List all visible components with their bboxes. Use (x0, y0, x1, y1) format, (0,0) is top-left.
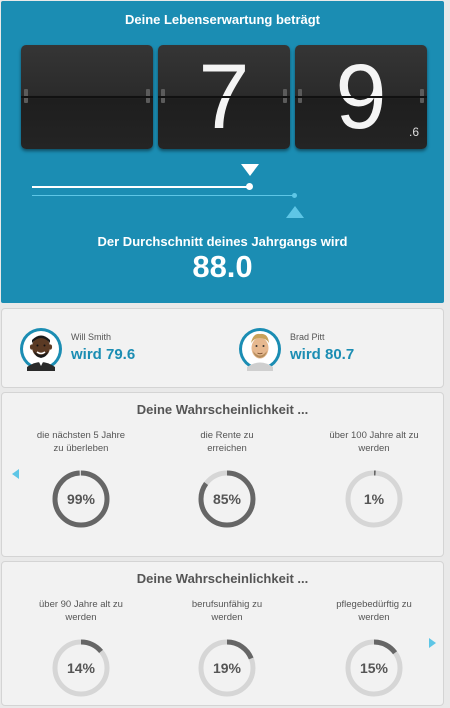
probability-label-line: über 90 Jahre alt zu (39, 599, 123, 610)
digit-value: 9 (335, 46, 387, 148)
celebrity-name: Will Smith (71, 332, 111, 342)
probability-title: Deine Wahrscheinlichkeit ... (136, 571, 309, 586)
flip-digit-ones: 9 .6 (295, 45, 427, 149)
probability-label: die Rente zu erreichen (168, 429, 286, 455)
probability-percent: 99% (67, 491, 96, 507)
life-expectancy-panel: Deine Lebenserwartung beträgt 7 9 .6 Der… (1, 1, 444, 303)
probability-label-line: werden (211, 612, 243, 623)
celebrity-expectancy: wird 79.6 (71, 346, 136, 363)
probability-label-line: berufsunfähig zu (191, 599, 263, 610)
probability-ring: 1% (345, 470, 403, 528)
flip-digit-tens: 7 (158, 45, 290, 149)
probability-card-2: Deine Wahrscheinlichkeit ... über 90 Jah… (1, 561, 444, 706)
probability-card-1: Deine Wahrscheinlichkeit ... die nächste… (1, 392, 444, 557)
probability-ring: 85% (198, 470, 256, 528)
your-expectancy-dot (246, 183, 253, 190)
probability-label: pflegebedürftig zu werden (315, 598, 433, 624)
probability-item: pflegebedürftig zu werden 15% (315, 598, 433, 708)
probability-item: die nächsten 5 Jahre zu überleben 99% (22, 429, 140, 559)
ring-fill (345, 470, 403, 528)
decimal-value: .6 (408, 125, 419, 139)
celebrity-expectancy: wird 80.7 (290, 346, 355, 363)
probability-item: berufsunfähig zu werden 19% (168, 598, 286, 708)
ring-fill (52, 639, 110, 697)
probability-ring: 14% (52, 639, 110, 697)
probability-label-line: die nächsten 5 Jahre (36, 430, 126, 441)
probability-label-line: werden (358, 443, 390, 454)
next-arrow-icon[interactable] (429, 638, 436, 648)
flip-digit-hundreds (21, 45, 153, 149)
average-label: Der Durchschnitt deines Jahrgangs wird (97, 234, 348, 249)
celebrity-brad-pitt[interactable]: Brad Pitt wird 80.7 (238, 327, 418, 375)
probability-label-line: über 100 Jahre alt zu (329, 430, 419, 441)
ring-fill (52, 470, 110, 528)
probability-percent: 19% (213, 660, 242, 676)
probability-label-line: werden (358, 612, 390, 623)
probability-label: berufsunfähig zu werden (168, 598, 286, 624)
average-marker-icon (286, 206, 304, 218)
probability-label: über 90 Jahre alt zu werden (22, 598, 140, 624)
average-value: 88.0 (192, 249, 253, 284)
probability-ring: 15% (345, 639, 403, 697)
probability-label-line: pflegebedürftig zu (336, 599, 412, 610)
probability-ring: 99% (52, 470, 110, 528)
probability-percent: 85% (213, 491, 242, 507)
probability-title: Deine Wahrscheinlichkeit ... (136, 402, 309, 417)
probability-item: über 90 Jahre alt zu werden 14% (22, 598, 140, 708)
will-smith-avatar-icon (20, 328, 62, 371)
probability-label: über 100 Jahre alt zu werden (315, 429, 433, 455)
brad-pitt-avatar-icon (239, 328, 281, 371)
probability-percent: 14% (67, 660, 96, 676)
your-expectancy-marker-icon (241, 164, 259, 176)
celebrity-name: Brad Pitt (290, 332, 325, 342)
probability-label-line: zu überleben (53, 443, 109, 454)
digit-value: 7 (198, 46, 250, 148)
probability-item: über 100 Jahre alt zu werden 1% (315, 429, 433, 559)
ring-fill (198, 470, 256, 528)
previous-arrow-icon[interactable] (12, 469, 19, 479)
hinge-left (24, 89, 28, 103)
your-expectancy-bar (32, 186, 250, 188)
ring-fill (345, 639, 403, 697)
probability-label: die nächsten 5 Jahre zu überleben (22, 429, 140, 455)
probability-label-line: werden (65, 612, 97, 623)
probability-label-line: die Rente zu (200, 430, 254, 441)
celebrity-will-smith[interactable]: Will Smith wird 79.6 (19, 327, 199, 375)
celebrity-comparison-card: Will Smith wird 79.6 Brad Pitt wird 80.7 (1, 308, 444, 388)
hinge-right (146, 89, 150, 103)
probability-percent: 15% (360, 660, 389, 676)
average-expectancy-dot (292, 193, 297, 198)
probability-percent: 1% (364, 491, 385, 507)
probability-item: die Rente zu erreichen 85% (168, 429, 286, 559)
probability-ring: 19% (198, 639, 256, 697)
life-expectancy-title: Deine Lebenserwartung beträgt (124, 12, 321, 27)
probability-label-line: erreichen (207, 443, 247, 454)
ring-fill (198, 639, 256, 697)
average-expectancy-bar (32, 195, 295, 196)
